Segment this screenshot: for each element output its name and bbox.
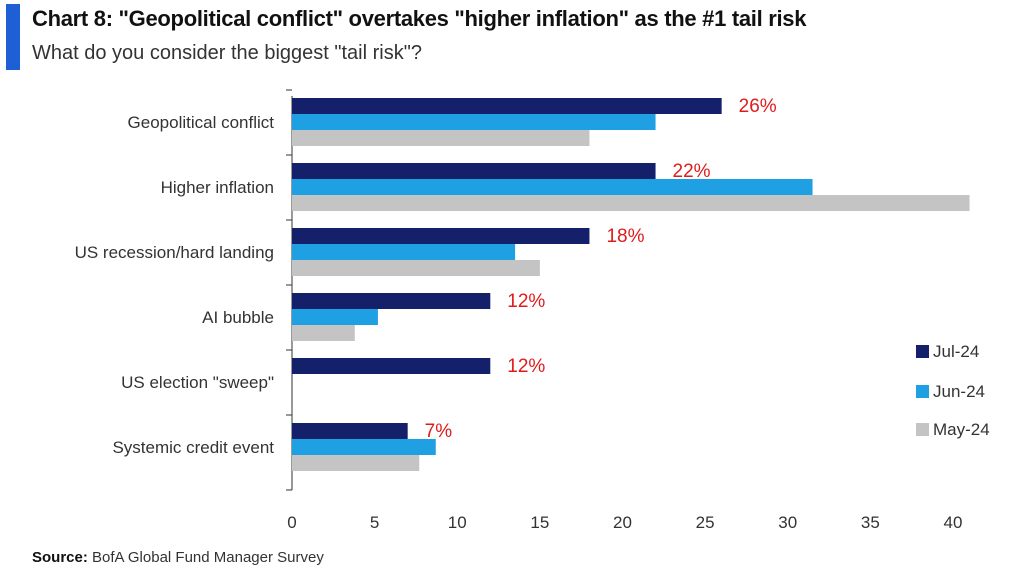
bar-may-24-higher-inflation [292,195,970,211]
data-label-us-election-sweep: 12% [507,356,545,377]
bar-jul-24-ai-bubble [292,293,491,309]
bar-jun-24-geopolitical-conflict [292,114,656,130]
x-tick-label: 5 [370,513,379,532]
source-note: Source: BofA Global Fund Manager Survey [32,549,324,566]
source-text: BofA Global Fund Manager Survey [92,549,324,566]
data-label-us-recession-hard-landing: 18% [606,226,644,247]
x-tick-label: 35 [861,513,880,532]
bar-jun-24-ai-bubble [292,309,378,325]
bar-may-24-ai-bubble [292,325,355,341]
legend-label-jun: Jun-24 [933,382,985,401]
legend-item-may: May-24 [916,420,990,440]
legend-swatch-may [916,423,929,436]
chart-subtitle: What do you consider the biggest "tail r… [32,42,422,64]
bar-jun-24-higher-inflation [292,179,813,195]
data-label-ai-bubble: 12% [507,291,545,312]
chart-title: Chart 8: "Geopolitical conflict" overtak… [32,6,807,31]
bar-jul-24-systemic-credit-event [292,423,408,439]
category-label-higher-inflation: Higher inflation [161,178,274,197]
category-label-us-election-sweep: US election "sweep" [121,373,274,392]
x-tick-label: 15 [530,513,549,532]
data-label-higher-inflation: 22% [673,161,711,182]
data-label-systemic-credit-event: 7% [425,421,453,442]
bar-jul-24-us-recession-hard-landing [292,228,590,244]
bar-chart: Geopolitical conflict 26% Higher inflation… [75,89,970,532]
data-label-geopolitical-conflict: 26% [739,96,777,117]
x-tick-label: 0 [287,513,296,532]
x-tick-label: 30 [778,513,797,532]
bar-jul-24-us-election-sweep [292,358,491,374]
bar-jul-24-higher-inflation [292,163,656,179]
legend-label-jul: Jul-24 [933,342,980,361]
x-tick-label: 25 [696,513,715,532]
legend-label-may: May-24 [933,420,990,439]
legend-swatch-jun [916,385,929,398]
x-tick-label: 10 [448,513,467,532]
bar-jul-24-geopolitical-conflict [292,98,722,114]
category-label-systemic-credit-event: Systemic credit event [112,438,274,457]
category-label-ai-bubble: AI bubble [202,308,274,327]
legend-item-jul: Jul-24 [916,342,979,362]
bar-jun-24-us-recession-hard-landing [292,244,516,260]
title-accent-bar [6,4,20,70]
source-label: Source: [32,549,88,566]
bar-may-24-systemic-credit-event [292,455,420,471]
bar-may-24-geopolitical-conflict [292,130,590,146]
legend-item-jun: Jun-24 [916,382,985,402]
category-label-us-recession-hard-landing: US recession/hard landing [75,243,274,262]
x-tick-label: 20 [613,513,632,532]
x-tick-label: 40 [944,513,963,532]
legend-swatch-jul [916,345,929,358]
category-label-geopolitical-conflict: Geopolitical conflict [128,113,275,132]
bar-jun-24-systemic-credit-event [292,439,436,455]
bar-may-24-us-recession-hard-landing [292,260,540,276]
